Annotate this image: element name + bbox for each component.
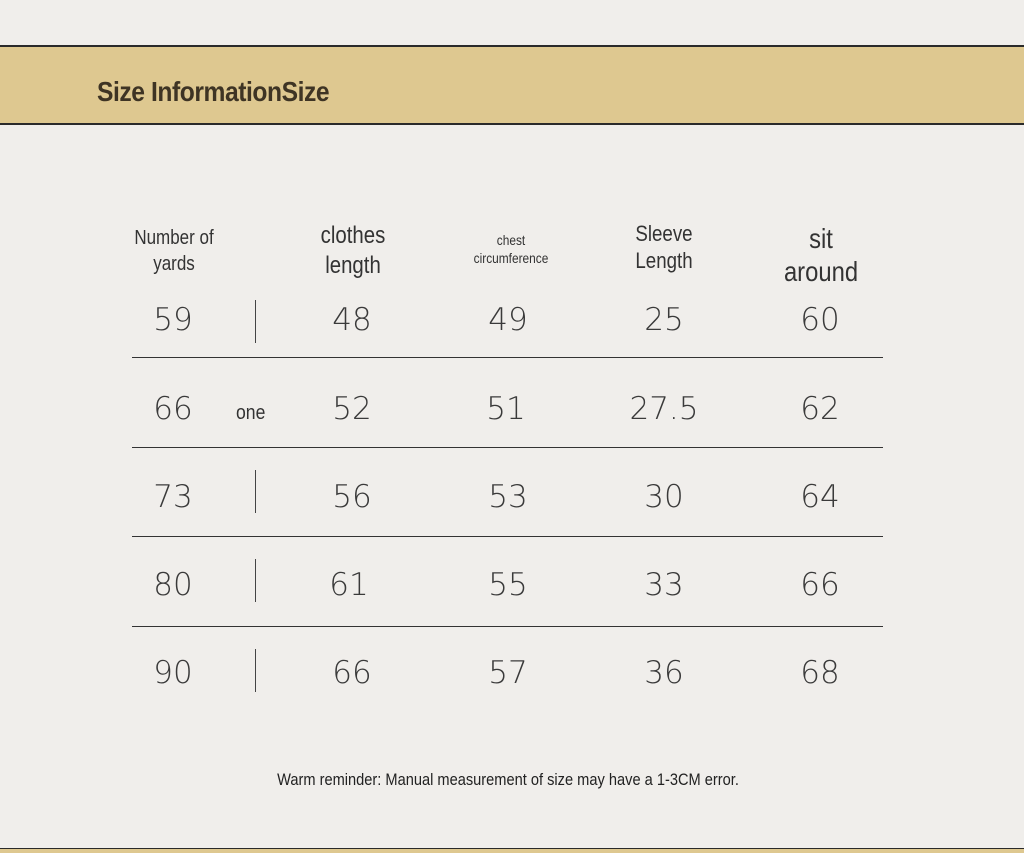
cell-sit-around: 66	[800, 567, 840, 603]
row-divider	[132, 357, 883, 358]
column-divider	[255, 470, 256, 513]
header-sleeve-length-line2: Length	[635, 248, 693, 273]
header-chest-circumference: chest circumference	[474, 231, 549, 267]
row-divider	[132, 626, 883, 627]
cell-sit-around: 64	[800, 479, 840, 515]
header-number-of-yards-line2: yards	[153, 253, 195, 275]
cell-sleeve: 36	[644, 655, 684, 691]
header-number-of-yards: Number of yards	[134, 225, 213, 277]
cell-chest: 53	[488, 479, 528, 515]
cell-clothes-length: 52	[332, 391, 372, 427]
header-clothes-length: clothes length	[321, 221, 386, 281]
cell-sleeve: 30	[644, 479, 684, 515]
cell-yards: 59	[153, 302, 193, 338]
cell-chest: 55	[488, 567, 528, 603]
header-clothes-length-line2: length	[325, 252, 381, 279]
header-sleeve-length: Sleeve Length	[635, 220, 692, 274]
bottom-rule	[0, 848, 1024, 853]
cell-clothes-length: 48	[332, 302, 372, 338]
header-sit-around-line2: around	[783, 256, 859, 287]
cell-sleeve: 25	[644, 302, 684, 338]
cell-clothes-length: 61	[329, 567, 369, 603]
header-chest-circumference-line2: circumference	[473, 250, 549, 266]
measurement-reminder: Warm reminder: Manual measurement of siz…	[277, 770, 739, 789]
header-chest-circumference-line1: chest	[496, 232, 526, 248]
column-divider	[255, 649, 256, 692]
page-title: Size InformationSize	[97, 76, 330, 107]
header-number-of-yards-line1: Number of	[134, 227, 214, 249]
cell-sit-around: 60	[800, 302, 840, 338]
header-clothes-length-line1: clothes	[320, 222, 386, 249]
cell-yards: 90	[153, 655, 193, 691]
header-sleeve-length-line1: Sleeve	[635, 221, 693, 246]
column-divider	[255, 559, 256, 602]
cell-yards: 66	[153, 391, 193, 427]
row-divider	[132, 447, 883, 448]
cell-sleeve: 27.5	[629, 391, 699, 427]
column-divider	[255, 300, 256, 343]
cell-sit-around: 68	[800, 655, 840, 691]
row-divider	[132, 536, 883, 537]
side-label: one	[236, 402, 266, 424]
cell-yards: 73	[153, 479, 193, 515]
header-sit-around-line1: sit	[809, 223, 833, 254]
cell-chest: 51	[486, 391, 526, 427]
cell-sit-around: 62	[800, 391, 840, 427]
cell-yards: 80	[153, 567, 193, 603]
header-sit-around: sit around	[784, 222, 858, 288]
title-banner: Size InformationSize	[0, 45, 1024, 125]
cell-chest: 49	[488, 302, 528, 338]
cell-clothes-length: 66	[332, 655, 372, 691]
cell-sleeve: 33	[644, 567, 684, 603]
cell-clothes-length: 56	[332, 479, 372, 515]
cell-chest: 57	[488, 655, 528, 691]
